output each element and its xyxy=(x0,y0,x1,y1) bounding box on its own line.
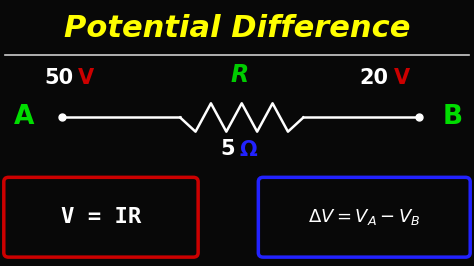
Text: Potential Difference: Potential Difference xyxy=(64,14,410,43)
Text: V: V xyxy=(393,68,410,88)
Text: V = IR: V = IR xyxy=(61,207,141,227)
Text: R: R xyxy=(230,63,248,87)
FancyBboxPatch shape xyxy=(4,177,198,257)
Text: 50: 50 xyxy=(45,68,73,88)
Text: B: B xyxy=(443,105,463,131)
Text: $\Delta V = V_A - V_B$: $\Delta V = V_A - V_B$ xyxy=(308,207,420,227)
Text: 5: 5 xyxy=(220,139,235,159)
Text: V: V xyxy=(78,68,94,88)
FancyBboxPatch shape xyxy=(258,177,470,257)
Text: Ω: Ω xyxy=(239,140,257,160)
Text: 20: 20 xyxy=(360,68,389,88)
Text: A: A xyxy=(14,105,34,131)
